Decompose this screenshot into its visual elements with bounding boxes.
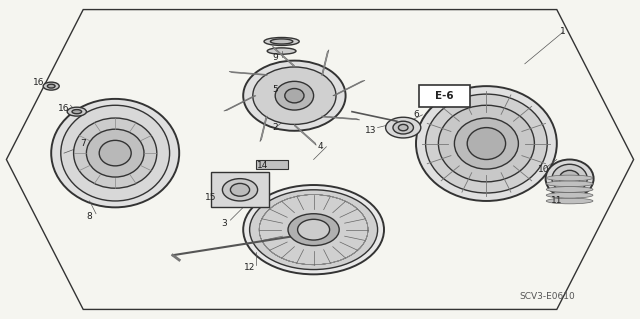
Text: 15: 15 [205, 193, 217, 202]
Ellipse shape [385, 117, 421, 138]
Ellipse shape [72, 110, 82, 114]
Text: 11: 11 [551, 197, 563, 205]
Ellipse shape [416, 86, 557, 201]
Ellipse shape [47, 84, 55, 88]
Polygon shape [273, 46, 294, 67]
Text: SCV3-E0610: SCV3-E0610 [519, 292, 575, 301]
Ellipse shape [243, 185, 384, 274]
Ellipse shape [298, 219, 330, 240]
Text: 10: 10 [538, 165, 550, 174]
Text: 7: 7 [81, 139, 86, 148]
Text: 4: 4 [317, 142, 323, 151]
Text: 3: 3 [221, 219, 227, 228]
Ellipse shape [547, 187, 593, 192]
Polygon shape [256, 160, 288, 169]
Ellipse shape [454, 118, 518, 169]
Ellipse shape [86, 129, 144, 177]
Polygon shape [229, 71, 268, 75]
Ellipse shape [547, 175, 593, 181]
Ellipse shape [271, 39, 293, 44]
Ellipse shape [264, 38, 300, 46]
Ellipse shape [61, 105, 170, 201]
Polygon shape [333, 80, 365, 96]
Ellipse shape [552, 164, 588, 193]
Ellipse shape [253, 67, 336, 124]
Text: 12: 12 [244, 263, 255, 272]
Ellipse shape [275, 81, 314, 110]
Ellipse shape [250, 190, 378, 270]
Ellipse shape [51, 99, 179, 207]
Polygon shape [224, 96, 256, 111]
Ellipse shape [547, 198, 593, 204]
Text: 16: 16 [33, 78, 44, 87]
Ellipse shape [230, 183, 250, 196]
Polygon shape [321, 116, 360, 120]
Text: 8: 8 [87, 212, 92, 221]
Ellipse shape [285, 89, 304, 103]
Ellipse shape [559, 170, 580, 187]
Polygon shape [260, 116, 268, 142]
Ellipse shape [268, 48, 296, 54]
Ellipse shape [288, 214, 339, 246]
Ellipse shape [547, 192, 593, 198]
Polygon shape [211, 172, 269, 207]
Text: 1: 1 [561, 27, 566, 36]
Ellipse shape [547, 181, 593, 187]
Text: E-6: E-6 [435, 91, 454, 101]
Ellipse shape [67, 107, 86, 116]
FancyBboxPatch shape [419, 85, 470, 107]
Text: 2: 2 [273, 123, 278, 132]
Ellipse shape [44, 82, 60, 90]
Text: 5: 5 [273, 85, 278, 94]
Text: 6: 6 [413, 110, 419, 119]
Polygon shape [294, 124, 316, 145]
Ellipse shape [545, 160, 594, 198]
Ellipse shape [438, 105, 534, 182]
Ellipse shape [398, 124, 408, 131]
Ellipse shape [243, 61, 346, 131]
Ellipse shape [74, 118, 157, 188]
Ellipse shape [426, 94, 547, 193]
Ellipse shape [393, 121, 413, 134]
Ellipse shape [467, 128, 506, 160]
Text: 16: 16 [58, 104, 70, 113]
Text: 9: 9 [273, 53, 278, 62]
Ellipse shape [99, 140, 131, 166]
Text: 13: 13 [365, 126, 377, 135]
Ellipse shape [223, 179, 258, 201]
Text: 14: 14 [257, 161, 268, 170]
Polygon shape [321, 50, 329, 75]
